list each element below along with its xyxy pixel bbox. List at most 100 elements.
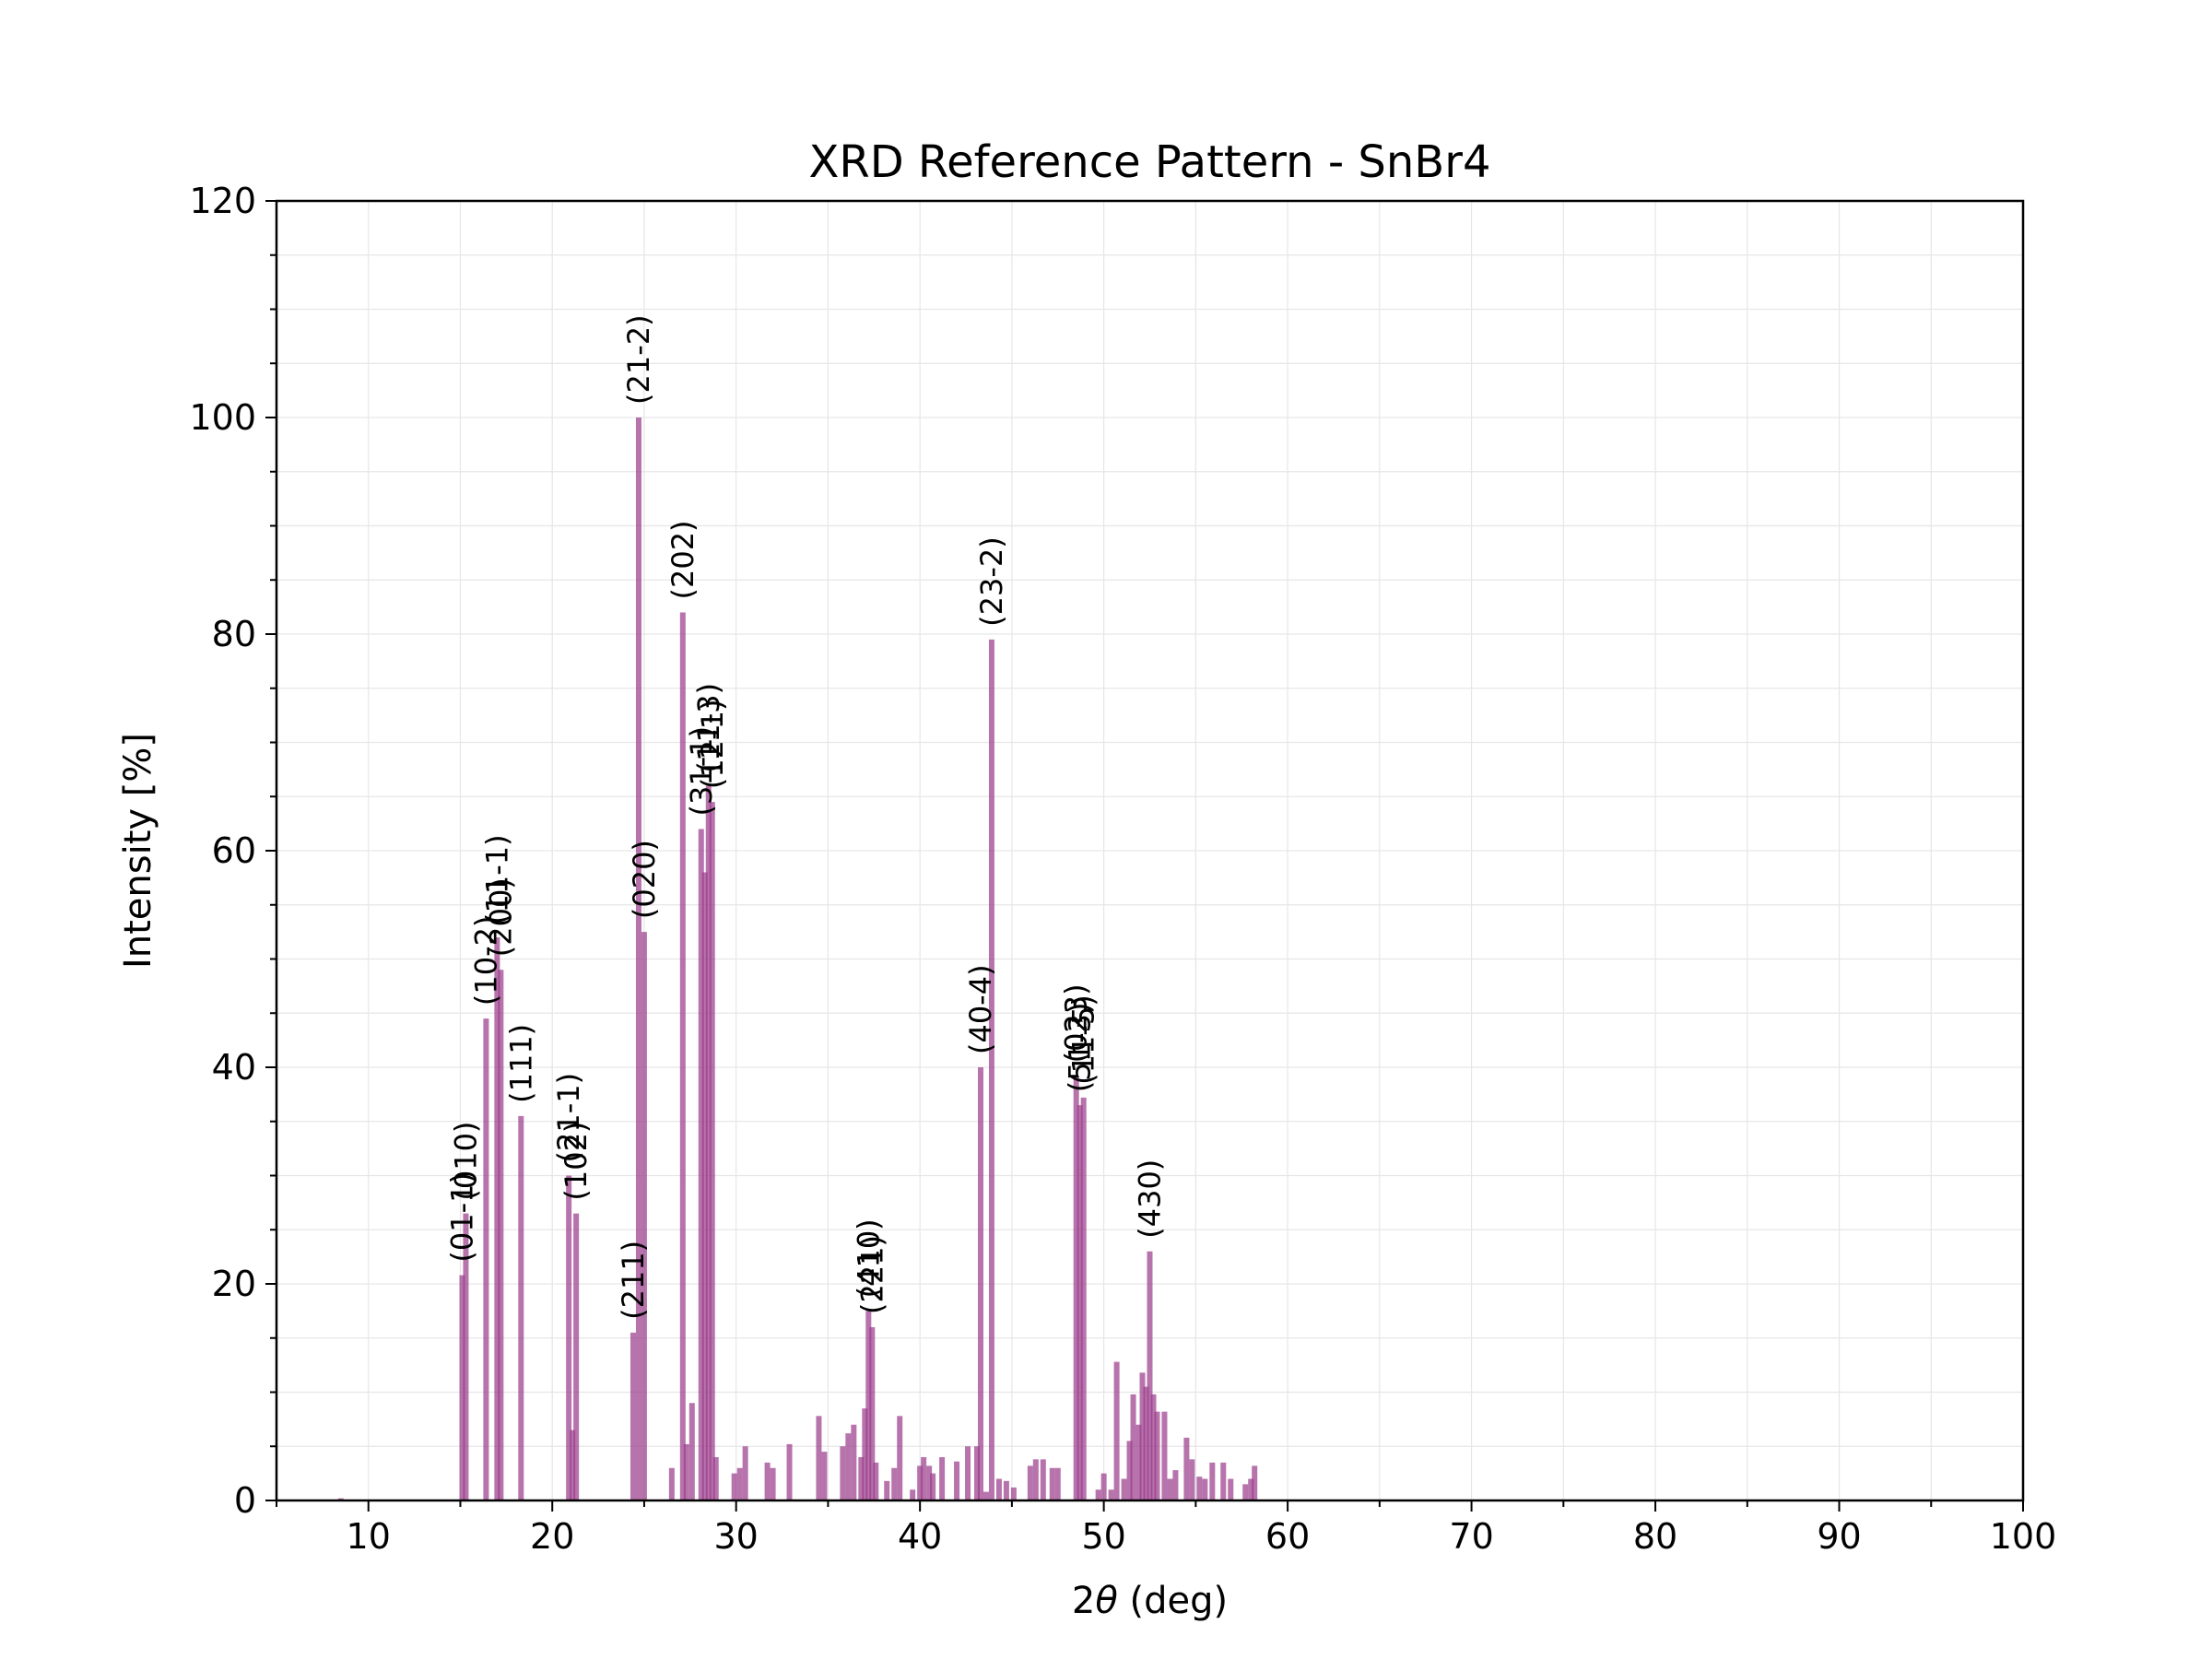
peak-label: (12-1)	[695, 700, 730, 790]
peak-bar	[1252, 1465, 1258, 1500]
peak-bar	[494, 937, 500, 1500]
peak-bar	[498, 970, 504, 1500]
peak-bar	[939, 1457, 946, 1500]
x-tick-label: 80	[1633, 1516, 1677, 1557]
peak-bar	[635, 418, 641, 1500]
peak-bar	[679, 612, 686, 1500]
peak-bar	[1010, 1487, 1017, 1500]
peak-bar	[641, 932, 647, 1500]
peak-bar	[921, 1457, 927, 1500]
peak-bar	[954, 1461, 960, 1500]
y-axis-label: Intensity [%]	[117, 733, 159, 969]
peak-bar	[965, 1446, 971, 1500]
peak-label: (023)	[1059, 983, 1094, 1063]
peak-bar	[977, 1067, 983, 1500]
peak-bar	[518, 1115, 524, 1500]
peak-bar	[742, 1446, 748, 1500]
peak-bar	[1040, 1459, 1046, 1500]
x-axis-label: 2θ (deg)	[1072, 1580, 1228, 1622]
peak-label: (020)	[627, 840, 662, 919]
peak-label: (410)	[851, 1218, 886, 1298]
peak-bar	[1080, 1097, 1087, 1500]
peak-label: (11-5)	[1066, 994, 1101, 1085]
x-tick-label: 20	[530, 1516, 574, 1557]
peak-bar	[705, 785, 712, 1500]
x-tick-label: 40	[898, 1516, 942, 1557]
peak-label: (11-1)	[479, 834, 514, 924]
peak-bar	[1150, 1394, 1157, 1500]
peak-bar	[701, 872, 708, 1500]
peak-bar	[736, 1467, 743, 1500]
peak-label: (10-2)	[468, 916, 503, 1006]
peak-bar	[897, 1416, 903, 1500]
peak-bar	[1049, 1467, 1055, 1500]
x-tick-label: 60	[1265, 1516, 1310, 1557]
peak-bar	[910, 1489, 916, 1500]
peak-bar	[688, 1403, 695, 1500]
peak-bar	[570, 1430, 576, 1500]
peak-bar	[1032, 1459, 1039, 1500]
peak-label: (202)	[665, 520, 700, 599]
peak-bar	[973, 1446, 980, 1500]
peak-bar	[865, 1311, 872, 1500]
peak-label: (200)	[483, 877, 518, 957]
peak-bar	[668, 1467, 675, 1500]
peak-bar	[995, 1478, 1002, 1500]
peak-label: (11-3)	[691, 683, 726, 773]
peak-bar	[1135, 1424, 1142, 1500]
peak-bar	[884, 1480, 890, 1500]
peak-bar	[698, 829, 704, 1500]
y-tick-label: 80	[212, 614, 256, 654]
peak-bar	[891, 1467, 898, 1500]
peak-bar	[1202, 1478, 1208, 1500]
peak-label: (31-1)	[684, 726, 719, 817]
x-axis-label-prefix: 2	[1072, 1580, 1095, 1622]
peak-bar	[851, 1424, 857, 1500]
peak-bars	[337, 418, 1258, 1500]
peak-label: (01-1)	[444, 1172, 479, 1263]
peak-bar	[862, 1408, 868, 1500]
peak-bar	[816, 1416, 822, 1500]
peak-bar	[764, 1462, 771, 1500]
axis-ticks: 10 20 30 40 50 60 70 80 90 100 0 20 40 60 80 100 120	[189, 181, 2056, 1557]
peak-bar	[982, 1491, 989, 1500]
peak-label: (51-3)	[1063, 1003, 1098, 1093]
peak-bar	[840, 1446, 846, 1500]
peak-label: (21-1)	[551, 1073, 586, 1163]
peak-bar	[1130, 1394, 1136, 1500]
peak-bar	[683, 1443, 689, 1500]
peak-bar	[869, 1327, 876, 1500]
peak-bar	[1095, 1489, 1101, 1500]
peak-label: (211)	[616, 1241, 651, 1320]
peak-label: (111)	[503, 1024, 538, 1103]
peak-bar	[926, 1465, 933, 1500]
x-tick-label: 30	[714, 1516, 759, 1557]
peak-label: (40-4)	[963, 964, 998, 1054]
y-tick-label: 20	[212, 1264, 256, 1304]
peak-bar	[1108, 1489, 1114, 1500]
peak-bar	[1172, 1470, 1179, 1500]
chart-title: XRD Reference Pattern - SnBr4	[808, 136, 1490, 188]
peak-bar	[1161, 1411, 1168, 1500]
peak-bar	[988, 639, 994, 1500]
x-axis-label-symbol: θ	[1095, 1580, 1117, 1622]
peak-bar	[1139, 1372, 1146, 1500]
peak-bar	[930, 1473, 936, 1500]
peak-bar	[1100, 1473, 1107, 1500]
peak-bar	[858, 1457, 865, 1500]
peak-bar	[821, 1452, 828, 1500]
peak-bar	[1167, 1478, 1173, 1500]
peak-label: (102)	[559, 1122, 594, 1201]
peak-bar	[1209, 1462, 1216, 1500]
peak-label: (221)	[854, 1235, 889, 1314]
x-tick-label: 70	[1449, 1516, 1493, 1557]
x-tick-label: 50	[1081, 1516, 1125, 1557]
x-axis-label-suffix: (deg)	[1118, 1580, 1228, 1622]
peak-bar	[1143, 1386, 1149, 1500]
peak-bar	[1196, 1477, 1203, 1500]
y-tick-label: 0	[234, 1480, 256, 1521]
peak-bar	[1003, 1480, 1009, 1500]
peak-bar	[873, 1462, 879, 1500]
